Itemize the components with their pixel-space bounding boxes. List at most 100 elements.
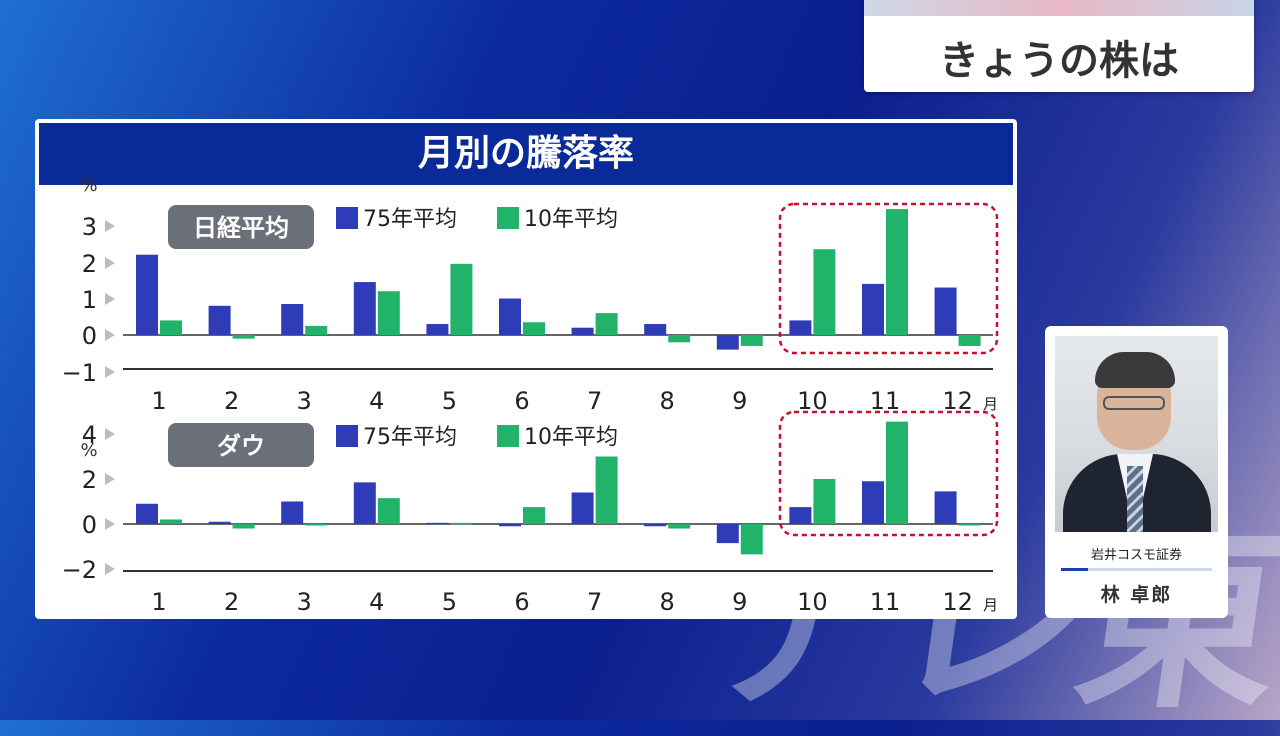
bar-75yr bbox=[136, 254, 158, 335]
bar-75yr bbox=[136, 503, 158, 524]
x-category-label: 12 bbox=[942, 588, 973, 616]
y-tick-label: 0 bbox=[82, 511, 97, 539]
presenter-photo bbox=[1055, 336, 1218, 532]
highlight-box-oct-dec bbox=[778, 202, 999, 355]
chart-group-label: 日経平均 bbox=[193, 214, 289, 242]
bar-75yr bbox=[789, 320, 812, 335]
x-category-label: 7 bbox=[587, 588, 602, 616]
chart-panel-title: 月別の騰落率 bbox=[39, 123, 1013, 185]
legend-label-75yr: 75年平均 bbox=[363, 425, 457, 450]
legend-swatch-10yr bbox=[497, 207, 519, 229]
x-category-label: 10 bbox=[797, 387, 828, 415]
bar-10yr bbox=[377, 498, 400, 524]
y-tick-label: 1 bbox=[82, 286, 97, 314]
highlight-box-oct-dec bbox=[778, 410, 999, 537]
x-category-label: 6 bbox=[514, 387, 529, 415]
chart-group-label-box bbox=[168, 423, 314, 467]
x-category-label: 2 bbox=[224, 387, 239, 415]
x-category-label: 2 bbox=[224, 588, 239, 616]
bar-75yr bbox=[208, 305, 231, 335]
segment-title-box: きょうの株は bbox=[864, 0, 1254, 92]
presenter-affiliation: 岩井コスモ証券 bbox=[1090, 548, 1182, 563]
x-category-label: 11 bbox=[870, 387, 901, 415]
bar-10yr bbox=[523, 507, 545, 524]
bar-75yr bbox=[862, 283, 884, 335]
x-category-label: 8 bbox=[660, 387, 675, 415]
y-tick-arrow bbox=[105, 366, 115, 378]
bar-10yr bbox=[813, 479, 836, 524]
y-tick-label: −1 bbox=[62, 359, 97, 387]
y-tick-arrow bbox=[105, 428, 115, 440]
bar-75yr bbox=[644, 524, 667, 527]
presenter-card: 岩井コスモ証券 林 卓郎 bbox=[1045, 326, 1228, 618]
bar-75yr bbox=[353, 282, 376, 335]
x-category-label: 3 bbox=[297, 588, 312, 616]
bar-75yr bbox=[571, 327, 594, 335]
y-tick-label: −2 bbox=[62, 556, 97, 584]
x-category-label: 10 bbox=[797, 588, 828, 616]
y-tick-arrow bbox=[105, 220, 115, 232]
affiliation-divider bbox=[1061, 568, 1212, 571]
bar-75yr bbox=[934, 491, 957, 524]
bar-10yr bbox=[450, 522, 473, 525]
x-category-label: 5 bbox=[442, 387, 457, 415]
legend-swatch-75yr bbox=[336, 207, 358, 229]
legend-swatch-10yr bbox=[497, 425, 519, 447]
x-month-suffix: 月 bbox=[983, 395, 998, 413]
x-category-label: 9 bbox=[732, 387, 747, 415]
bar-10yr bbox=[305, 325, 328, 335]
y-tick-label: 0 bbox=[82, 322, 97, 350]
y-unit-label: % bbox=[80, 175, 97, 196]
y-tick-arrow bbox=[105, 563, 115, 575]
chart-panel: 月別の騰落率 日経平均 75年平均 10年平均% 3 2 1 0 −1 1 2 3 4 5 6 7 8 9 10 1… bbox=[35, 119, 1017, 619]
bar-10yr bbox=[668, 335, 691, 343]
bar-75yr bbox=[934, 287, 957, 335]
x-category-label: 4 bbox=[369, 588, 384, 616]
bar-75yr bbox=[862, 481, 884, 524]
y-tick-label: 4 bbox=[82, 421, 97, 449]
x-category-label: 8 bbox=[660, 588, 675, 616]
bar-10yr bbox=[595, 456, 618, 524]
bar-10yr bbox=[668, 524, 691, 529]
bar-75yr bbox=[281, 303, 304, 335]
bar-75yr bbox=[499, 298, 521, 335]
x-category-label: 6 bbox=[514, 588, 529, 616]
x-category-label: 3 bbox=[297, 387, 312, 415]
bar-75yr bbox=[716, 335, 739, 350]
y-tick-arrow bbox=[105, 473, 115, 485]
x-category-label: 12 bbox=[942, 387, 973, 415]
bar-10yr bbox=[958, 524, 981, 526]
bar-10yr bbox=[886, 209, 908, 335]
bar-10yr bbox=[595, 313, 618, 335]
bar-10yr bbox=[160, 320, 182, 335]
chart-group-label-box bbox=[168, 205, 314, 249]
bar-75yr bbox=[499, 524, 521, 527]
bar-10yr bbox=[740, 524, 763, 555]
bar-10yr bbox=[450, 263, 473, 335]
x-category-label: 1 bbox=[151, 588, 166, 616]
bar-10yr bbox=[813, 249, 836, 335]
bar-75yr bbox=[789, 507, 812, 524]
y-tick-arrow bbox=[105, 257, 115, 269]
bar-10yr bbox=[305, 524, 328, 526]
bar-75yr bbox=[426, 522, 449, 525]
y-tick-label: 3 bbox=[82, 213, 97, 241]
bar-75yr bbox=[353, 482, 376, 524]
presenter-name: 林 卓郎 bbox=[1100, 584, 1173, 606]
bar-75yr bbox=[644, 324, 667, 335]
legend-swatch-75yr bbox=[336, 425, 358, 447]
title-accent-bar bbox=[864, 0, 1254, 16]
y-tick-arrow bbox=[105, 329, 115, 341]
x-month-suffix: 月 bbox=[983, 596, 998, 614]
bar-10yr bbox=[232, 335, 255, 339]
segment-title: きょうの株は bbox=[939, 38, 1179, 84]
y-tick-label: 2 bbox=[82, 466, 97, 494]
x-category-label: 5 bbox=[442, 588, 457, 616]
x-category-label: 9 bbox=[732, 588, 747, 616]
legend-label-10yr: 10年平均 bbox=[524, 207, 618, 232]
x-category-label: 1 bbox=[151, 387, 166, 415]
y-tick-arrow bbox=[105, 518, 115, 530]
bar-10yr bbox=[160, 519, 182, 524]
bar-75yr bbox=[208, 521, 231, 524]
